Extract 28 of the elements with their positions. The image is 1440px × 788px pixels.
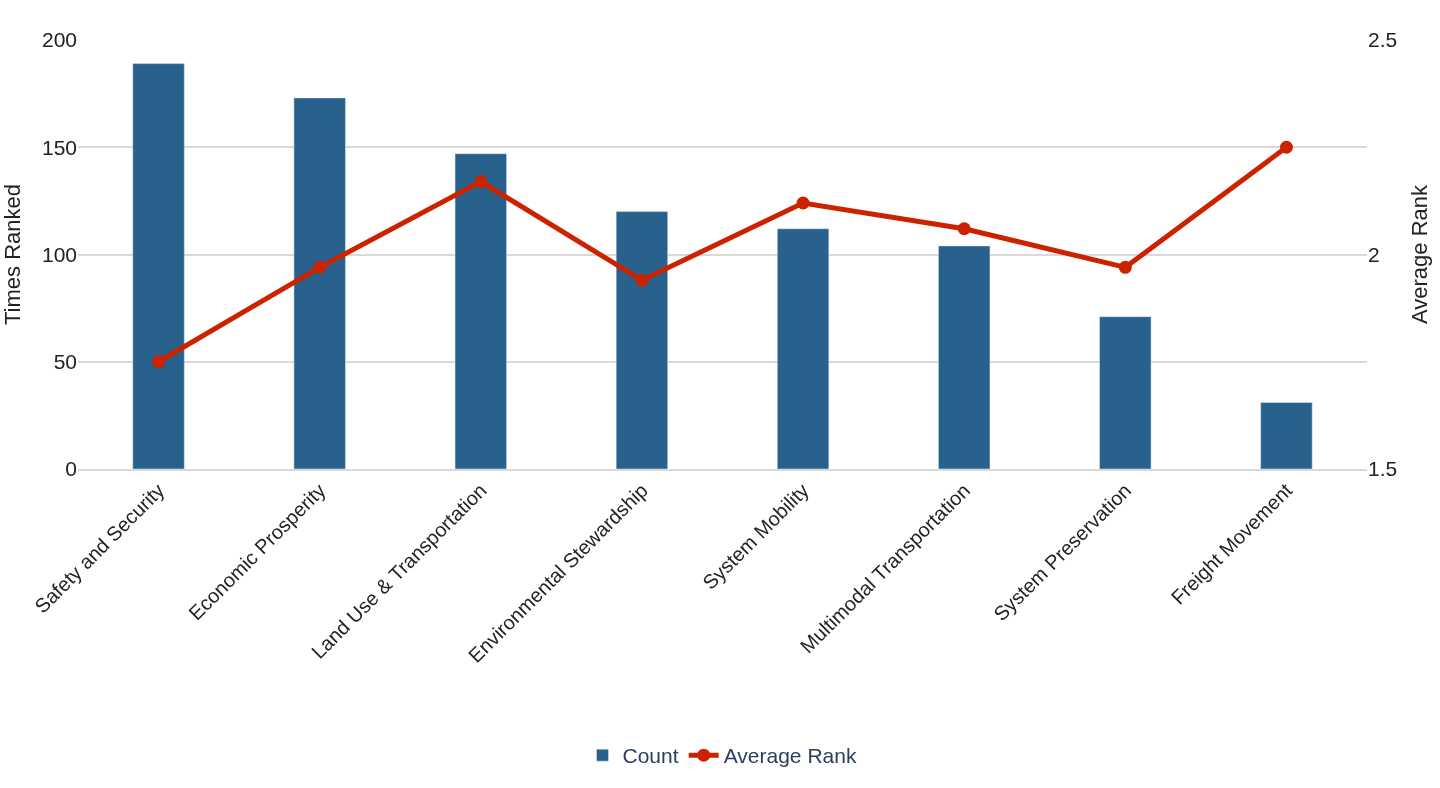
- point: [1118, 260, 1132, 274]
- y-tick-label: 200: [41, 28, 77, 52]
- point: [1279, 140, 1293, 154]
- bar: [615, 211, 668, 469]
- point: [635, 273, 649, 287]
- bar: [454, 153, 507, 469]
- y-axis-title: Times Ranked: [0, 183, 25, 326]
- y2-axis-title: Average Rank: [1407, 183, 1433, 325]
- bar: [1099, 316, 1152, 469]
- bar: [1260, 402, 1313, 469]
- bar: [132, 63, 185, 469]
- point: [796, 196, 810, 210]
- y-tick-label: 150: [41, 135, 77, 159]
- y2-tick-label: 2.5: [1368, 28, 1398, 52]
- y-tick-label: 0: [65, 457, 77, 481]
- point: [313, 260, 327, 274]
- y-tick-label: 50: [53, 350, 77, 374]
- point: [474, 175, 488, 189]
- bar: [777, 228, 830, 469]
- bar: [293, 97, 346, 469]
- y2-tick-label: 2: [1368, 242, 1380, 266]
- point: [152, 355, 166, 369]
- legend-label: Count: [622, 744, 679, 768]
- legend-label: Average Rank: [723, 744, 857, 768]
- point: [957, 222, 971, 236]
- y2-tick-label: 1.5: [1368, 457, 1398, 481]
- y-tick-label: 100: [41, 242, 77, 266]
- bar: [938, 245, 991, 469]
